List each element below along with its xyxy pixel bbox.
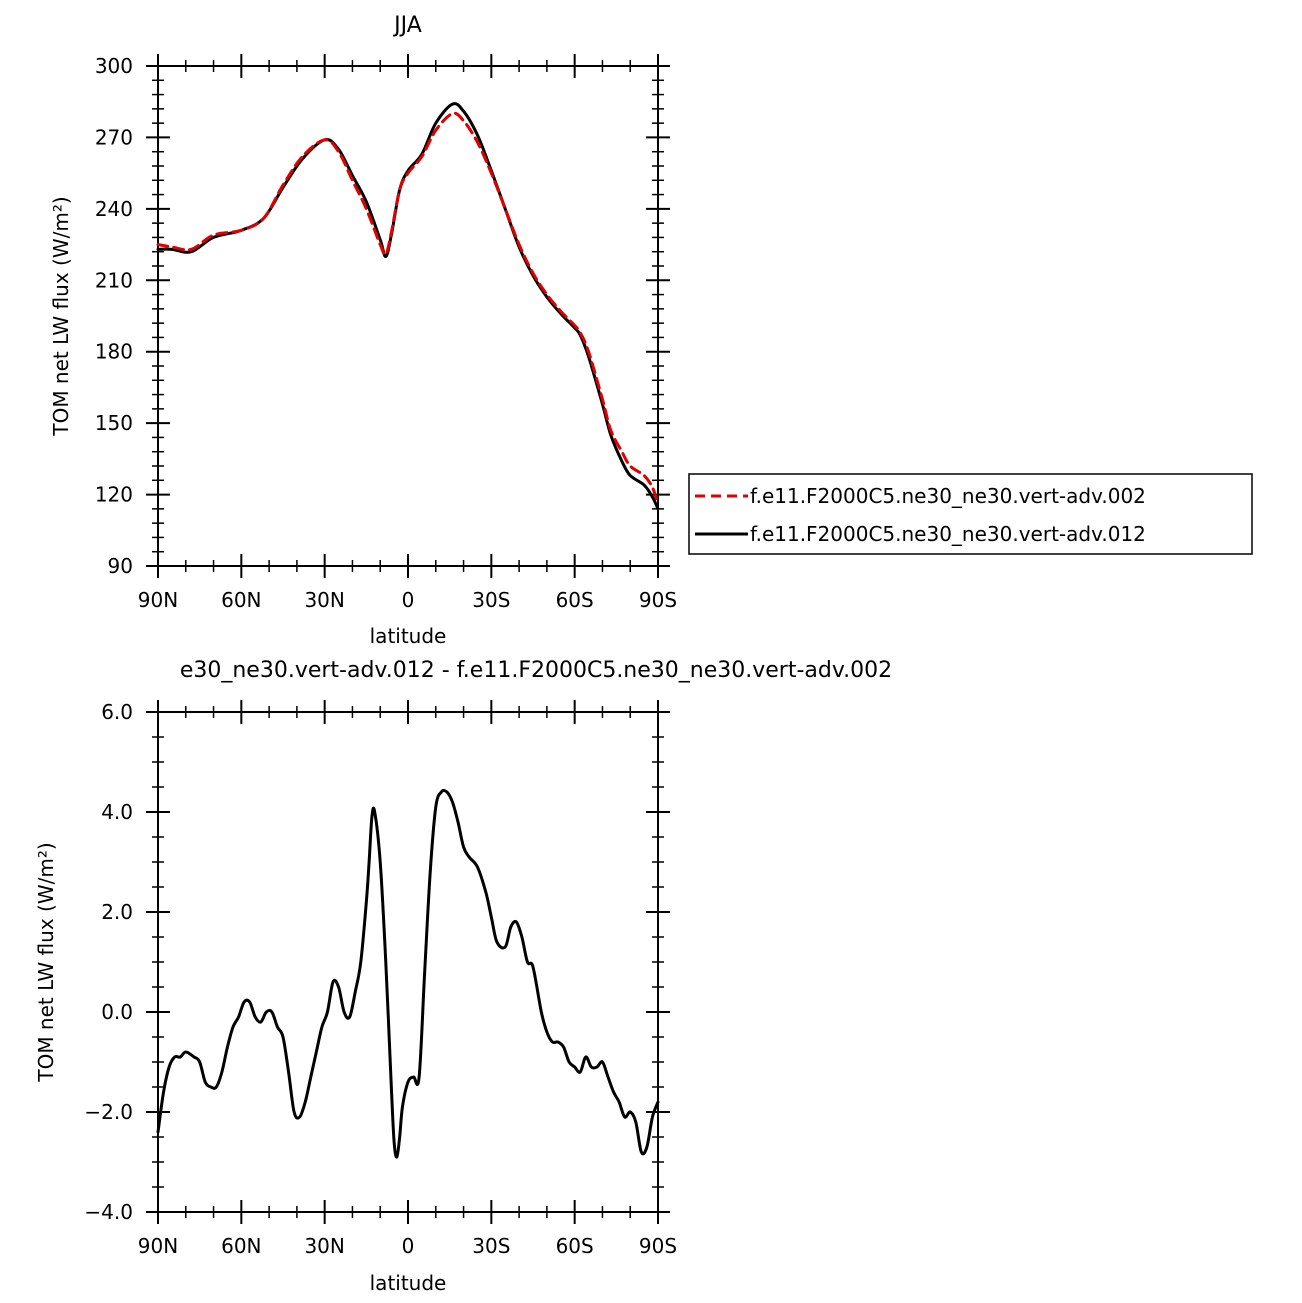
bottom-chart-series	[156, 788, 660, 1159]
top-x-tick-label: 60S	[556, 588, 594, 612]
bottom-y-tick-label: 4.0	[101, 800, 133, 824]
top-y-tick-label: 120	[95, 483, 133, 507]
top-y-tick-label: 90	[108, 554, 133, 578]
top-y-tick-label: 270	[95, 125, 133, 149]
bottom-y-tick-label: 0.0	[101, 1000, 133, 1024]
bottom-x-tick-label: 90S	[639, 1234, 677, 1258]
top-chart-series	[156, 102, 660, 511]
top-chart-x-tick-labels: 90N 60N 30N 0 30S 60S 90S	[138, 588, 677, 612]
bottom-chart-x-axis-label: latitude	[370, 1271, 447, 1295]
top-y-tick-label: 210	[95, 268, 133, 292]
legend-frame	[688, 473, 1253, 555]
bottom-y-tick-label: −4.0	[84, 1200, 133, 1224]
top-y-tick-label: 180	[95, 340, 133, 364]
top-y-tick-label: 150	[95, 411, 133, 435]
top-x-tick-label: 90S	[639, 588, 677, 612]
bottom-y-tick-label: 6.0	[101, 700, 133, 724]
bottom-x-tick-label: 60S	[556, 1234, 594, 1258]
top-series-line-0	[156, 111, 660, 506]
bottom-series-line-0	[156, 788, 660, 1159]
top-x-tick-label: 90N	[138, 588, 178, 612]
bottom-chart-frame	[157, 711, 659, 1213]
bottom-x-tick-label: 90N	[138, 1234, 178, 1258]
top-x-tick-label: 30S	[472, 588, 510, 612]
legend-label-002: f.e11.F2000C5.ne30_ne30.vert-adv.002	[750, 484, 1146, 508]
bottom-chart-y-axis-label: TOM net LW flux (W/m²)	[34, 842, 58, 1082]
top-chart: JJA 300 270 240 210 180 150 120 90 90N 60N 30N 0 30…	[49, 13, 677, 648]
bottom-chart-title: e30_ne30.vert-adv.012 - f.e11.F2000C5.ne…	[180, 658, 892, 683]
top-x-tick-label: 60N	[221, 588, 261, 612]
top-y-tick-label: 240	[95, 197, 133, 221]
top-y-tick-label: 300	[95, 54, 133, 78]
top-chart-y-axis-label: TOM net LW flux (W/m²)	[49, 196, 73, 436]
legend: f.e11.F2000C5.ne30_ne30.vert-adv.002 f.e…	[688, 473, 1253, 555]
bottom-chart: e30_ne30.vert-adv.012 - f.e11.F2000C5.ne…	[34, 658, 892, 1295]
top-chart-title: JJA	[392, 13, 422, 38]
top-chart-frame	[157, 65, 659, 567]
top-x-tick-label: 30N	[304, 588, 344, 612]
bottom-chart-y-tick-labels: 6.0 4.0 2.0 0.0 −2.0 −4.0	[84, 700, 133, 1224]
bottom-chart-x-tick-labels: 90N 60N 30N 0 30S 60S 90S	[138, 1234, 677, 1258]
top-series-line-1	[156, 102, 660, 511]
bottom-x-tick-label: 30S	[472, 1234, 510, 1258]
top-chart-x-axis-label: latitude	[370, 624, 447, 648]
bottom-x-tick-label: 0	[402, 1234, 415, 1258]
top-x-tick-label: 0	[402, 588, 415, 612]
bottom-x-tick-label: 60N	[221, 1234, 261, 1258]
bottom-x-tick-label: 30N	[304, 1234, 344, 1258]
bottom-y-tick-label: 2.0	[101, 900, 133, 924]
top-chart-y-tick-labels: 300 270 240 210 180 150 120 90	[95, 54, 133, 578]
bottom-y-tick-label: −2.0	[84, 1100, 133, 1124]
bottom-chart-ticks	[146, 700, 670, 1224]
top-chart-ticks	[146, 54, 670, 578]
legend-label-012: f.e11.F2000C5.ne30_ne30.vert-adv.012	[750, 522, 1146, 546]
